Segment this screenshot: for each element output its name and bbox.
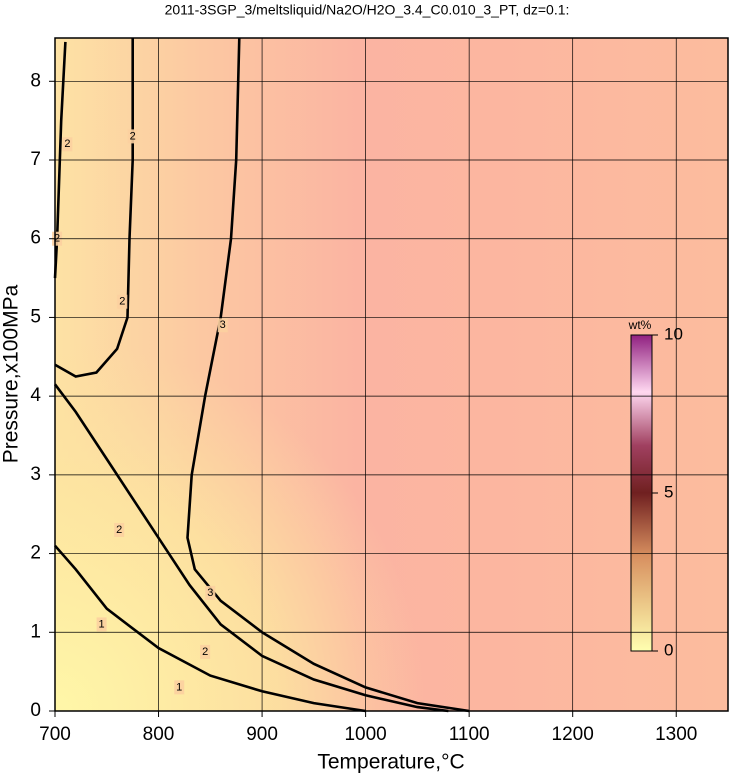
contour-line [53,383,449,713]
y-tick-label: 5 [30,306,41,327]
y-tick-label: 7 [30,149,41,170]
contour-label: 1 [176,681,182,693]
contour-label: 2 [116,524,122,536]
contour-label: 3 [220,319,226,331]
contour-line [54,38,134,378]
colorbar-tick-label: 0 [664,640,673,659]
y-tick-label: 8 [30,70,41,91]
contour-label: 2 [202,646,208,658]
y-tick-label: 2 [30,543,41,564]
x-tick-label: 1300 [655,724,697,745]
y-tick-label: 4 [30,385,41,406]
contour-label-bg [114,522,125,537]
contour-label: 2 [119,296,125,308]
contour-label-bg [217,318,228,333]
contour-label: 2 [130,130,136,142]
x-tick-label: 900 [246,724,278,745]
background-fill [55,38,728,711]
contour-label-bg [200,644,211,659]
plot-frame [54,37,729,712]
contour-label: 1 [99,618,105,630]
colorbar-label: wt% [628,318,652,332]
x-tick-label: 800 [143,724,175,745]
contour-label: 3 [207,587,213,599]
contour-label: 2 [64,138,70,150]
y-tick-label: 3 [30,464,41,485]
x-tick-label: 1000 [344,724,386,745]
x-tick-label: 1100 [449,724,490,745]
y-tick-label: 1 [30,621,41,642]
contour-label-bg [96,617,107,632]
contour-label-bg [62,137,73,152]
y-tick-label: 6 [30,228,41,249]
contour-label-bg [117,294,128,309]
colorbar [630,334,653,652]
colorbar-tick-label: 10 [664,324,683,343]
colorbar-tick-label: 5 [664,482,673,501]
contour-label-bg [127,129,138,144]
contour-label-bg [174,680,185,695]
y-tick-label: 0 [30,700,41,721]
y-axis-label: Pressure,x100MPa [0,284,23,463]
x-tick-label: 1200 [552,724,594,745]
contour-label-bg [205,585,216,600]
plot-area [55,38,728,711]
x-axis-label: Temperature,°C [317,751,464,774]
x-tick-label: 700 [39,724,71,745]
chart-title: 2011-3SGP_3/meltsliquid/Na2O/H2O_3.4_C0.… [165,2,570,18]
